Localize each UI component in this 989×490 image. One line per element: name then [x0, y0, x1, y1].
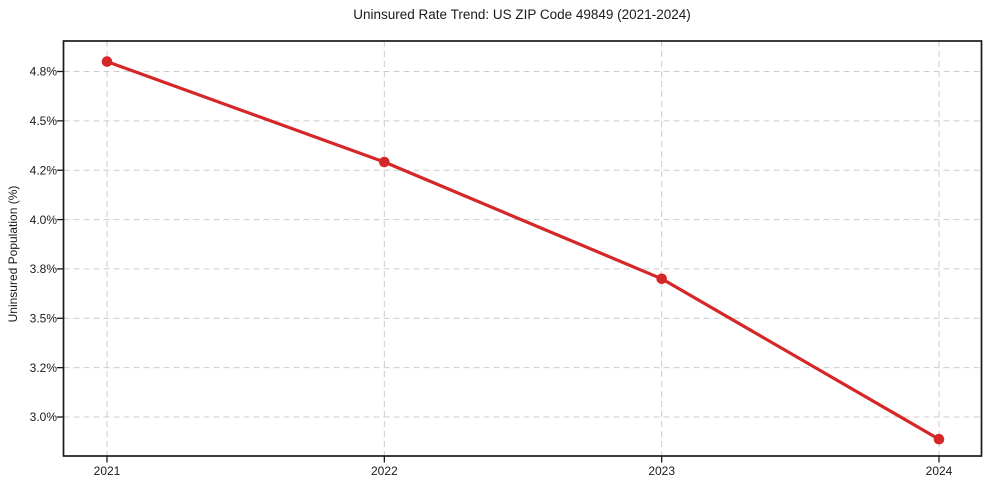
y-tick-label: 3.0% [30, 410, 58, 424]
x-tick-label: 2022 [371, 464, 398, 478]
y-tick-label: 4.8% [30, 65, 58, 79]
y-tick-label: 3.8% [30, 262, 58, 276]
y-tick-label: 4.2% [30, 163, 58, 177]
x-tick-label: 2023 [648, 464, 675, 478]
y-tick-label: 3.5% [30, 311, 58, 325]
data-point-2023 [656, 273, 667, 285]
trend-line [105, 59, 941, 441]
data-point-2022 [379, 156, 390, 168]
y-tick-label: 3.2% [30, 361, 58, 375]
chart-title: Uninsured Rate Trend: US ZIP Code 49849 … [353, 7, 691, 22]
y-tick-label: 4.5% [30, 114, 58, 128]
x-tick-label: 2024 [926, 464, 953, 478]
y-tick-label: 4.0% [30, 213, 58, 227]
data-point-2021 [101, 56, 113, 67]
plot-border [62, 40, 983, 457]
data-point-2024 [933, 433, 945, 445]
x-tick-label: 2021 [94, 464, 121, 478]
